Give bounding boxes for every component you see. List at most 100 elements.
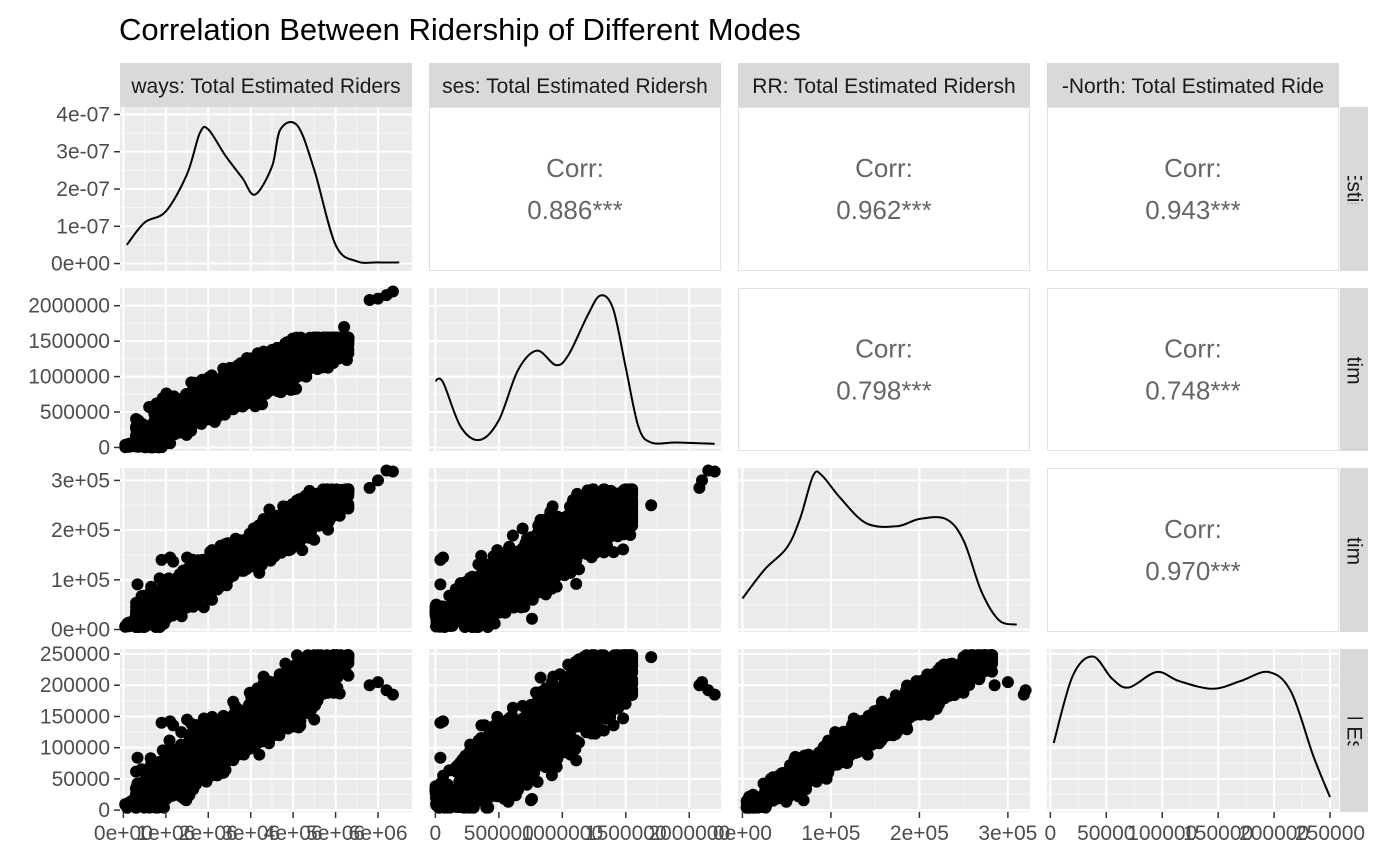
scatter-point — [119, 441, 132, 454]
strip-right-label: Total Estimated — [1342, 117, 1365, 261]
scatter-point — [363, 294, 376, 306]
scatter-point — [256, 398, 269, 411]
scatter-point — [164, 551, 177, 564]
scatter-point — [275, 366, 288, 379]
scatter-point — [201, 386, 214, 399]
corr-value: 0.798*** — [836, 376, 931, 406]
scatter-point — [326, 354, 339, 367]
scatter-point — [185, 376, 198, 389]
corr-panel — [1047, 107, 1339, 271]
corr-value: 0.962*** — [836, 195, 931, 225]
scatter-point — [257, 542, 270, 555]
scatter-point — [257, 359, 270, 372]
scatter-point — [268, 550, 281, 563]
scatter-point — [209, 377, 222, 390]
strip-top-label: ways: Total Estimated Riders — [130, 75, 400, 98]
scatter-point — [329, 339, 342, 352]
scatter-point — [526, 612, 538, 625]
corr-value: 0.748*** — [1145, 376, 1240, 406]
corr-label: Corr: — [855, 334, 913, 364]
scatter-points — [119, 285, 399, 454]
scatter-point — [246, 380, 259, 393]
strip-top-label: RR: Total Estimated Ridersh — [752, 75, 1015, 98]
panel-background — [738, 468, 1030, 632]
scatter-point — [338, 321, 351, 333]
corr-label: Corr: — [1164, 334, 1222, 364]
scatter-point — [119, 620, 132, 633]
corr-label: Corr: — [855, 153, 913, 183]
scatter-point — [309, 498, 322, 511]
strip-right-label: n: Total Estimate — [1342, 653, 1365, 808]
scatter-point — [386, 285, 399, 298]
panel-background — [429, 288, 721, 451]
scatter-point — [223, 563, 236, 576]
scatter-point — [164, 410, 176, 423]
strip-right-bg — [1340, 468, 1368, 632]
strip-top-bg — [120, 63, 412, 107]
scatter-point — [338, 499, 351, 512]
scatter-point — [570, 577, 583, 590]
scatter-point — [223, 372, 236, 385]
scatter-point — [164, 596, 176, 609]
scatter-point — [195, 417, 208, 430]
scatter-point — [298, 506, 311, 519]
density-line — [434, 294, 715, 445]
strip-top-bg — [1047, 63, 1339, 107]
corr-value: 0.970*** — [1145, 556, 1240, 586]
scatter-point — [307, 488, 319, 501]
scatter-point — [297, 529, 310, 542]
scatter-point — [164, 437, 177, 450]
strip-right-bg — [1340, 288, 1368, 451]
scatter-point — [130, 413, 143, 425]
panels: Corr: 0.886*** Corr: 0.962*** Corr: 0.943*** C… — [119, 107, 1339, 814]
scatter-point — [181, 406, 194, 418]
chart-title: Correlation Between Ridership of Differe… — [119, 12, 801, 47]
scatter-point — [232, 553, 245, 566]
corr-panel — [1047, 288, 1339, 451]
corr-label: Corr: — [1164, 153, 1222, 183]
density-line — [741, 470, 1017, 626]
strip-right-bg — [1340, 107, 1368, 271]
scatter-point — [253, 566, 266, 579]
scatter-point — [275, 530, 288, 543]
scatter-point — [293, 493, 306, 506]
strip-top-bg — [429, 63, 721, 107]
corr-value: 0.943*** — [1145, 195, 1240, 225]
scatter-point — [207, 398, 220, 410]
scatter-point — [137, 589, 150, 602]
scatter-point — [342, 331, 355, 344]
corr-panel — [738, 288, 1030, 451]
scatter-point — [133, 440, 146, 453]
strip-top-label: ses: Total Estimated Ridersh — [442, 75, 708, 98]
scatter-point — [240, 352, 253, 365]
scatter-point — [131, 578, 144, 591]
scatter-point — [175, 592, 188, 605]
strip-right-bg — [1340, 649, 1368, 812]
strip-top-label: -North: Total Estimated Ride — [1062, 75, 1324, 98]
strip-right-label: otal Estimated R — [1342, 292, 1365, 446]
scatter-point — [297, 348, 310, 361]
corr-panel — [1047, 468, 1339, 632]
scatter-point — [342, 343, 355, 356]
density-line — [1052, 655, 1331, 798]
corr-value: 0.886*** — [527, 195, 622, 225]
scatter-point — [284, 336, 297, 349]
scatter-point — [181, 551, 194, 564]
scatter-point — [149, 406, 162, 419]
scatter-point — [149, 606, 162, 619]
corr-label: Corr: — [546, 153, 604, 183]
scatter-point — [161, 426, 174, 438]
corr-panel — [738, 107, 1030, 271]
strip-right-label: otal Estimated R — [1342, 473, 1365, 627]
density-line — [125, 121, 400, 264]
scatter-point — [175, 422, 188, 435]
strip-top-bg — [738, 63, 1030, 107]
panel-background — [1047, 649, 1339, 812]
scatter-point — [133, 612, 146, 625]
scatter-point — [209, 579, 222, 592]
corr-panel — [429, 107, 721, 271]
scatter-point — [363, 481, 376, 494]
scatter-point — [285, 501, 298, 514]
scatter-point — [186, 577, 199, 590]
